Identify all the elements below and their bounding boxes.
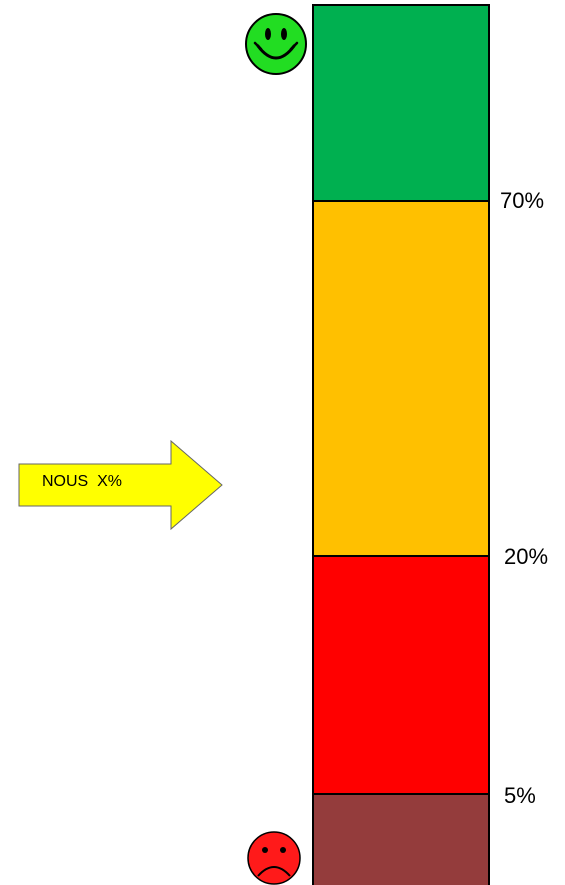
green-band: [312, 4, 490, 202]
brown-band: [312, 793, 490, 885]
threshold-label-70: 70%: [500, 188, 545, 213]
pointer-label: NOUS X%: [42, 473, 123, 490]
threshold-label-20: 20%: [504, 544, 549, 569]
happy-face-icon: [245, 13, 307, 75]
red-band: [312, 555, 490, 795]
sad-face-icon: [247, 831, 301, 885]
pointer-arrow-shape: [18, 440, 223, 531]
threshold-label-5: 5%: [504, 783, 536, 808]
pointer-arrow: [18, 440, 223, 531]
yellow-band: [312, 200, 490, 557]
